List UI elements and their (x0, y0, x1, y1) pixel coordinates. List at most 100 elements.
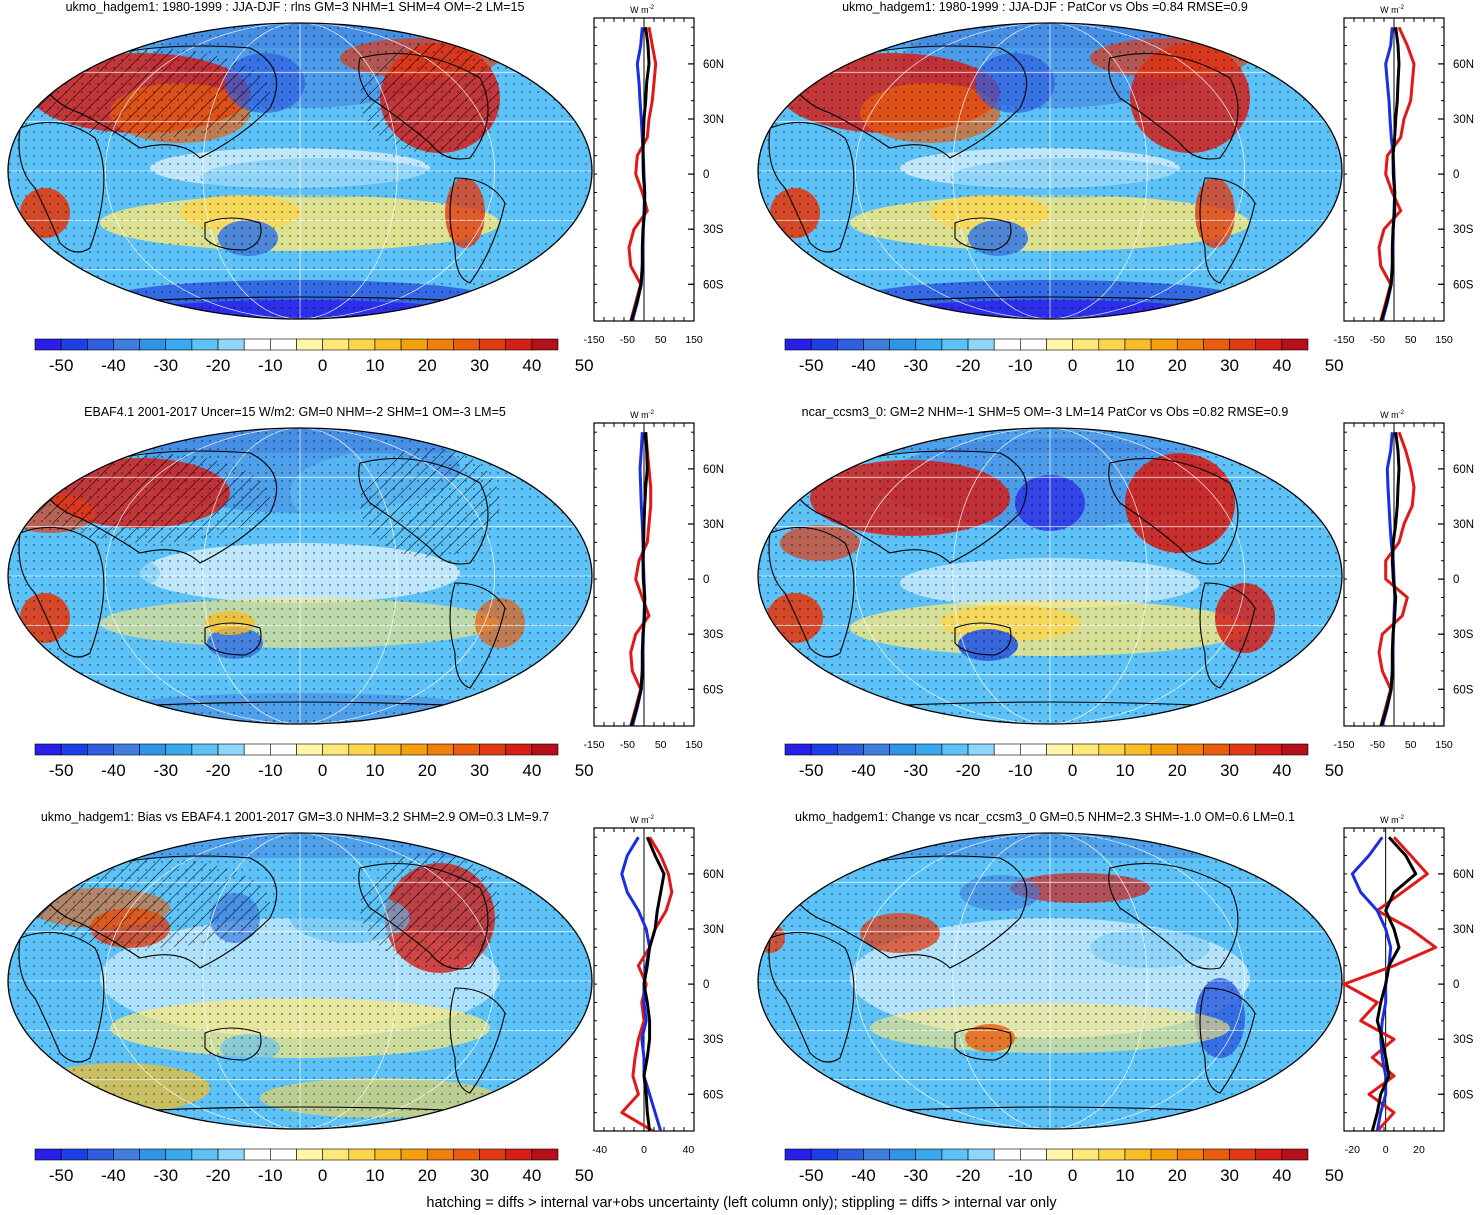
colorbar-label: 30 (470, 761, 489, 780)
lat-tick-label: 60S (1453, 279, 1474, 291)
hatching (360, 853, 500, 963)
lat-tick-label: 30N (703, 114, 724, 126)
zonal-mean-plot: 60N 30N 0 30S 60S -20 0 20 W m-2 (1342, 815, 1474, 1156)
colorbar-box (1176, 338, 1204, 351)
x-tick-label: 0 (641, 1144, 647, 1156)
series-line-model (1377, 26, 1416, 322)
coastline-eurasia (39, 45, 278, 159)
colorbar-box (993, 1148, 1021, 1161)
map-field (758, 833, 1342, 1129)
colorbar-box (889, 743, 917, 756)
map (757, 427, 1343, 725)
colorbar-box (863, 338, 890, 351)
coastline-south-america (1199, 987, 1256, 1094)
colorbar-label: -10 (1008, 356, 1033, 375)
series-line-model (629, 432, 653, 727)
coastline-north-america (358, 863, 489, 970)
graticule (8, 833, 592, 1129)
map-field (8, 23, 592, 319)
colorbar-label: -40 (101, 761, 126, 780)
colorbar-box (1098, 1148, 1126, 1161)
map-field (8, 428, 592, 724)
colorbar: -50 -40 -30 -20 -10 0 10 20 30 40 50 (784, 338, 1344, 375)
colorbar-box (426, 338, 454, 351)
map-border (757, 22, 1343, 320)
coastline-africa (768, 931, 855, 1063)
colorbar-box (784, 743, 812, 756)
colorbar-label: -30 (903, 1166, 928, 1185)
colorbar-box (165, 743, 193, 756)
colorbar-box (941, 743, 969, 756)
colorbar: -50 -40 -30 -20 -10 0 10 20 30 40 50 (784, 1148, 1344, 1185)
colorbar-box (1150, 1148, 1178, 1161)
series-line-difference (1379, 432, 1401, 727)
coastline-australia (204, 217, 262, 251)
x-tick-label: 20 (1413, 1144, 1425, 1156)
colorbar-box (191, 1148, 219, 1161)
lat-tick-label: 30N (703, 924, 724, 936)
colorbar-label: 30 (470, 356, 489, 375)
colorbar-box (1281, 1148, 1309, 1161)
panel-1: ukmo_hadgem1: 1980-1999 : JJA-DJF : rlns… (0, 0, 740, 405)
x-tick-label: -50 (1370, 334, 1385, 346)
colorbar-box (453, 1148, 480, 1161)
x-tick-label: 150 (1435, 334, 1453, 346)
panel-5: ukmo_hadgem1: Bias vs EBAF4.1 2001-2017 … (0, 810, 740, 1215)
lat-tick-label: 30N (1453, 924, 1474, 936)
x-tick-label: -40 (592, 1144, 607, 1156)
colorbar-box (1124, 743, 1152, 756)
colorbar-label: 0 (1068, 356, 1077, 375)
zonal-mean-plot: 60N 30N 0 30S 60S -150 -50 50 150 W m-2 (583, 5, 724, 346)
colorbar-label: -30 (903, 761, 928, 780)
colorbar-box (191, 743, 219, 756)
figure-caption: hatching = diffs > internal var+obs unce… (426, 1195, 1057, 1211)
lat-tick-label: 30S (703, 1034, 724, 1046)
map-border (757, 832, 1343, 1130)
coastline-africa (18, 931, 105, 1063)
lat-tick-label: 0 (703, 979, 709, 991)
colorbar: -50 -40 -30 -20 -10 0 10 20 30 40 50 (34, 338, 594, 375)
colorbar-box (87, 743, 114, 756)
colorbar-label: -20 (956, 761, 981, 780)
colorbar-label: -10 (258, 761, 283, 780)
x-tick-label: 0 (1383, 1144, 1389, 1156)
colorbar-box (889, 338, 917, 351)
lat-tick-label: 30N (703, 519, 724, 531)
colorbar-box (191, 338, 219, 351)
colorbar-box (967, 743, 995, 756)
map (7, 22, 593, 320)
colorbar-box (1046, 1148, 1073, 1161)
colorbar-box (1229, 338, 1256, 351)
unit-label: W m-2 (1380, 815, 1404, 825)
colorbar-box (217, 743, 245, 756)
colorbar-label: 0 (1068, 761, 1077, 780)
unit-label: W m-2 (630, 5, 654, 15)
colorbar-label: -40 (851, 356, 876, 375)
coastline-eurasia (789, 45, 1028, 159)
map-border (7, 22, 593, 320)
colorbar-box (993, 338, 1021, 351)
series-line-difference (629, 432, 649, 727)
panel-title: ukmo_hadgem1: Bias vs EBAF4.1 2001-2017 … (40, 810, 550, 824)
coastline-eurasia (789, 855, 1028, 969)
x-tick-label: 150 (685, 334, 703, 346)
coastline-australia (954, 622, 1012, 656)
colorbar-box (1124, 338, 1152, 351)
colorbar-box (453, 743, 480, 756)
colorbar-box (1281, 743, 1309, 756)
x-tick-label: -20 (1345, 1144, 1360, 1156)
coastline-eurasia (789, 450, 1028, 564)
coastline-north-america (1108, 458, 1239, 565)
colorbar-box (243, 1148, 271, 1161)
x-tick-label: 50 (655, 334, 667, 346)
colorbar-box (374, 743, 402, 756)
colorbar-box (531, 1148, 559, 1161)
lat-tick-label: 30N (1453, 519, 1474, 531)
colorbar-box (1255, 338, 1283, 351)
colorbar-box (1203, 1148, 1230, 1161)
colorbar-label: 10 (365, 356, 384, 375)
colorbar-box (1176, 743, 1204, 756)
colorbar-label: 40 (1272, 356, 1291, 375)
